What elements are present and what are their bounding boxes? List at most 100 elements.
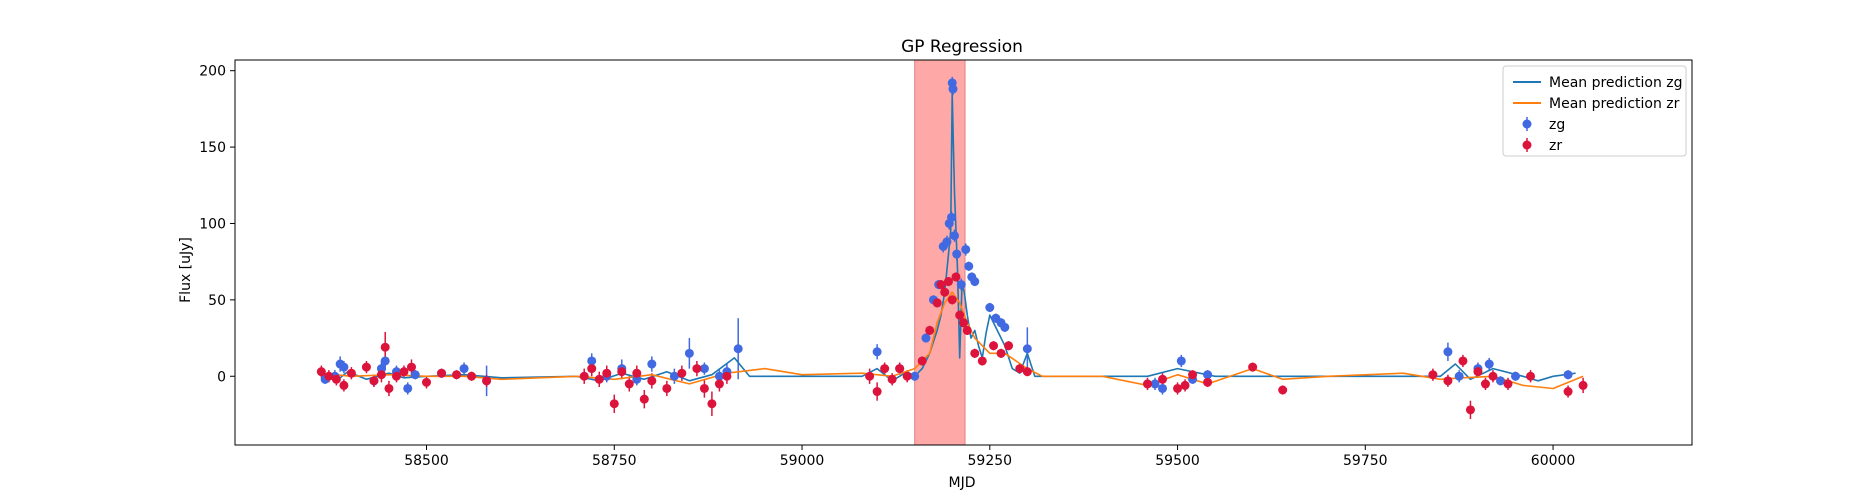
data-point (422, 377, 432, 387)
data-point (722, 371, 732, 381)
data-point (316, 367, 326, 377)
data-point (910, 371, 920, 381)
legend-entry: Mean prediction zg (1549, 75, 1683, 91)
x-tick-label: 58750 (592, 453, 637, 469)
data-point (1004, 341, 1014, 351)
data-point (956, 280, 966, 290)
data-point (989, 341, 999, 351)
data-point (376, 370, 386, 380)
data-point (1480, 379, 1490, 389)
data-point (587, 364, 597, 374)
data-point (647, 359, 657, 369)
data-point (1443, 376, 1453, 386)
data-point (1173, 383, 1183, 393)
data-point (959, 318, 968, 328)
data-point (406, 362, 416, 372)
data-point (952, 249, 962, 259)
series-zr-points (316, 272, 1588, 415)
data-point (977, 356, 987, 366)
data-point (684, 348, 694, 358)
data-point (1563, 387, 1573, 397)
data-point (624, 379, 634, 389)
data-point (961, 244, 971, 254)
data-point (1484, 359, 1494, 369)
data-point (1473, 367, 1483, 377)
data-point (951, 272, 961, 282)
plot-frame (234, 59, 1693, 446)
data-point (1022, 367, 1032, 377)
y-tick-label: 0 (217, 369, 226, 385)
data-point (714, 379, 724, 389)
data-point (872, 387, 882, 397)
data-point (962, 325, 972, 335)
data-point (399, 367, 409, 377)
series-line-Mean-prediction-zg (321, 92, 1576, 382)
y-axis-label: Flux [uJy] (178, 237, 194, 303)
x-tick-label: 60000 (1531, 453, 1576, 469)
data-point (902, 371, 912, 381)
data-point (932, 298, 942, 308)
legend: Mean prediction zg Mean prediction zr zg zr (1502, 65, 1687, 157)
data-point (985, 303, 995, 312)
data-point (587, 356, 597, 366)
data-point (346, 368, 356, 378)
data-point (872, 347, 882, 357)
data-point (677, 368, 687, 378)
data-point (1526, 371, 1536, 381)
data-point (1563, 370, 1573, 380)
data-point (1188, 370, 1198, 380)
legend-point-swatch (1522, 140, 1532, 150)
x-tick-label: 59500 (1155, 453, 1200, 469)
data-point (948, 84, 958, 94)
data-point (339, 362, 349, 372)
data-point (1454, 371, 1464, 381)
data-point (940, 287, 950, 297)
data-point (936, 280, 946, 290)
data-point (921, 333, 931, 343)
data-point (1511, 371, 1521, 381)
data-point (662, 383, 672, 393)
data-point (1578, 380, 1588, 390)
data-point (1428, 370, 1438, 380)
x-axis-label: MJD (949, 475, 976, 491)
data-point (467, 371, 477, 381)
data-point (391, 371, 401, 381)
data-point (639, 394, 649, 404)
data-point (609, 399, 619, 409)
data-point (1180, 380, 1190, 390)
data-point (1015, 364, 1025, 374)
data-point (1495, 376, 1505, 386)
data-point (647, 376, 657, 386)
data-point (964, 261, 974, 271)
data-point (917, 356, 927, 366)
chart-title: GP Regression (901, 37, 1023, 57)
data-point (865, 371, 875, 381)
data-point (361, 362, 371, 372)
data-point (669, 371, 679, 381)
data-point (947, 295, 957, 305)
data-point (1278, 385, 1288, 395)
data-point (1488, 371, 1498, 381)
data-point (384, 383, 394, 393)
y-tick-label: 200 (199, 64, 226, 80)
y-tick-label: 50 (208, 293, 226, 309)
data-point (459, 364, 469, 374)
data-point (452, 370, 462, 380)
x-tick-label: 59000 (780, 453, 825, 469)
data-point (949, 231, 959, 241)
x-tick-label: 59750 (1343, 453, 1388, 469)
data-point (1000, 322, 1010, 332)
data-point (970, 277, 980, 287)
data-point (579, 371, 589, 381)
data-point (1203, 370, 1213, 380)
data-point (996, 348, 1006, 358)
x-tick-label: 59250 (968, 453, 1013, 469)
y-tick-label: 150 (199, 140, 226, 156)
data-point (714, 371, 724, 381)
data-point (410, 370, 420, 380)
data-point (380, 356, 390, 366)
legend-entry: Mean prediction zr (1549, 96, 1680, 112)
data-point (1503, 379, 1513, 389)
